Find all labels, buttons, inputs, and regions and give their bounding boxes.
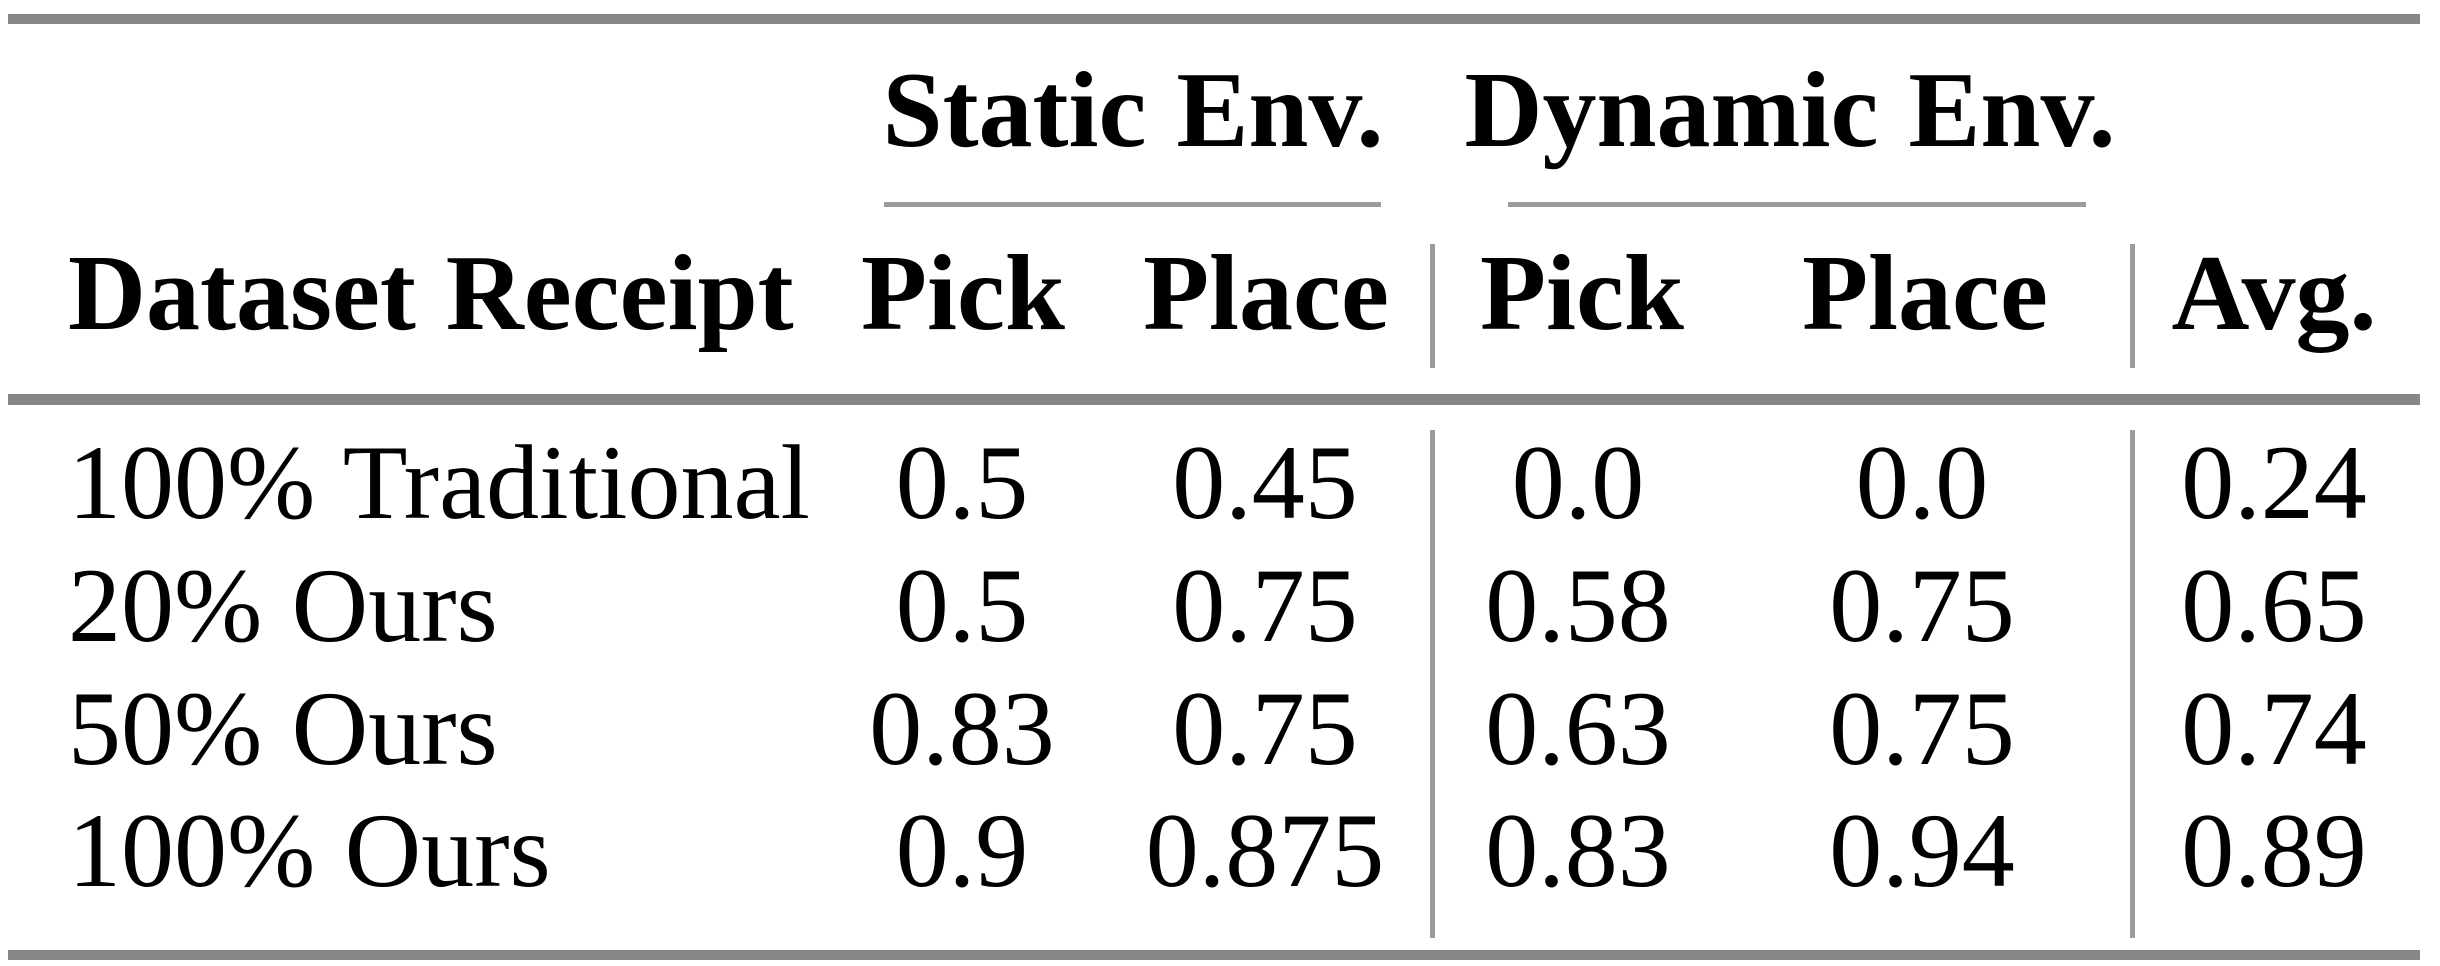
cell-row2-dynamic-place: 0.75: [1829, 670, 2015, 787]
vline-avg-body: [2130, 430, 2135, 938]
cell-row0-static-pick: 0.5: [895, 424, 1029, 541]
cell-row2-dataset: 50% Ours: [68, 670, 498, 787]
col-header-static-pick: Pick: [861, 234, 1065, 353]
cell-row3-dynamic-place: 0.94: [1829, 792, 2015, 909]
cell-row1-dynamic-place: 0.75: [1829, 547, 2015, 664]
cell-row3-static-place: 0.875: [1145, 792, 1385, 909]
cell-row3-static-pick: 0.9: [895, 792, 1029, 909]
cell-row0-avg: 0.24: [2181, 424, 2367, 541]
vline-avg-header: [2130, 244, 2135, 368]
mid-rule: [8, 394, 2420, 405]
cell-row1-static-place: 0.75: [1172, 547, 1358, 664]
cell-row0-dynamic-pick: 0.0: [1511, 424, 1645, 541]
top-rule: [8, 14, 2420, 24]
col-header-static-place: Place: [1143, 234, 1389, 353]
vline-static-dynamic-body: [1430, 430, 1435, 938]
col-header-avg: Avg.: [2171, 234, 2377, 353]
cell-row2-static-pick: 0.83: [869, 670, 1055, 787]
cmidrule-static-env: [884, 202, 1381, 207]
cell-row2-static-place: 0.75: [1172, 670, 1358, 787]
cell-row0-dynamic-place: 0.0: [1855, 424, 1989, 541]
cell-row0-dataset: 100% Traditional: [68, 424, 810, 541]
cell-row3-dataset: 100% Ours: [68, 792, 551, 909]
col-header-dynamic-place: Place: [1802, 234, 2048, 353]
cell-row3-avg: 0.89: [2181, 792, 2367, 909]
cmidrule-dynamic-env: [1508, 202, 2086, 207]
cell-row2-avg: 0.74: [2181, 670, 2367, 787]
cell-row1-dataset: 20% Ours: [68, 547, 498, 664]
cell-row1-avg: 0.65: [2181, 547, 2367, 664]
cell-row2-dynamic-pick: 0.63: [1485, 670, 1671, 787]
cell-row0-static-place: 0.45: [1172, 424, 1358, 541]
col-header-dataset-receipt: Dataset Receipt: [68, 234, 794, 353]
cell-row1-static-pick: 0.5: [895, 547, 1029, 664]
col-header-dynamic-pick: Pick: [1480, 234, 1684, 353]
cell-row3-dynamic-pick: 0.83: [1485, 792, 1671, 909]
bottom-rule: [8, 950, 2420, 960]
group-header-static-env: Static Env.: [882, 51, 1384, 170]
vline-static-dynamic-header: [1430, 244, 1435, 368]
cell-row1-dynamic-pick: 0.58: [1485, 547, 1671, 664]
group-header-dynamic-env: Dynamic Env.: [1464, 51, 2116, 170]
